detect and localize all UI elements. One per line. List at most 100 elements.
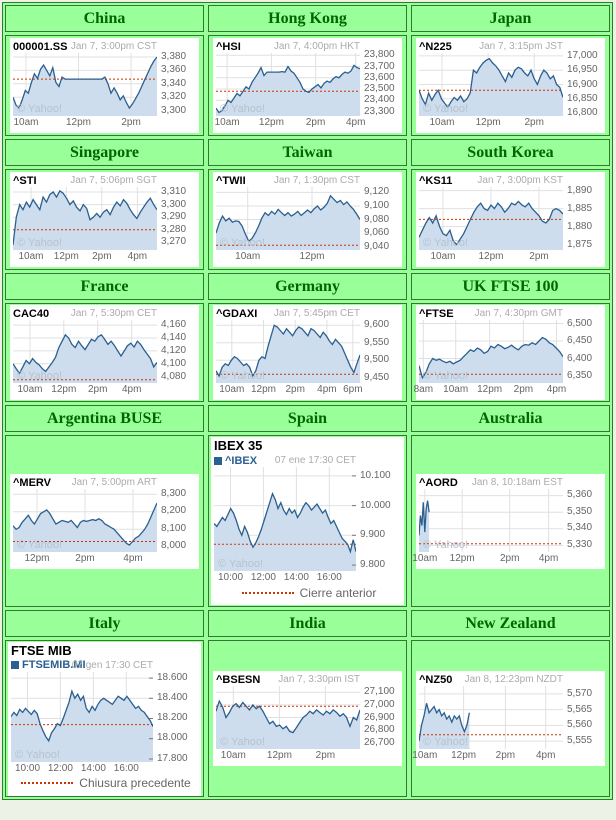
chart-widget[interactable]: ^KS11 Jan 7, 3:00pm KST © Yahoo! 1,890 1,885… (416, 172, 605, 267)
chart-widget[interactable]: ^AORD Jan 8, 10:18am EST © Yahoo! 5,360 5,35… (412, 473, 605, 569)
y-axis-label: 1,880 (567, 220, 593, 232)
x-axis-label: 12pm (266, 750, 292, 761)
plot-area: © Yahoo! (419, 187, 563, 250)
yahoo-watermark: © Yahoo! (218, 558, 264, 570)
x-axis-label: 8am (413, 384, 434, 395)
chart-widget-header: ^KS11 Jan 7, 3:00pm KST (419, 174, 605, 187)
plot-area: © Yahoo! (13, 53, 157, 116)
y-axis: 18.600 18.400 18.200 18.000 17.800 (153, 672, 199, 763)
x-axis: 10am 12pm 2pm 4pm (13, 383, 157, 397)
plot-area: © Yahoo! (419, 53, 563, 116)
y-axis: 4,160 4,140 4,120 4,100 4,080 (157, 320, 197, 383)
yahoo-watermark: © Yahoo! (423, 736, 469, 748)
prev-close-line-icon (21, 782, 74, 784)
plot-area: © Yahoo! (216, 320, 360, 383)
y-axis-label: 27,000 (364, 698, 395, 710)
y-axis: 17,000 16,950 16,900 16,850 16,800 (563, 49, 603, 117)
x-axis: 10am 12pm 2pm 4pm (215, 116, 366, 130)
x-axis: 10am 12pm 2pm (13, 116, 157, 130)
country-header-south-korea: South Korea (411, 139, 610, 166)
x-axis: 10am 12pm 2pm 4pm 6pm (216, 383, 362, 397)
x-axis-label: 12pm (65, 117, 92, 128)
x-axis-label: 14:00 (80, 762, 106, 774)
x-axis-label: 10am (13, 117, 39, 128)
y-axis-label: 9,060 (364, 227, 390, 239)
area-fill (11, 690, 153, 762)
x-axis-label: 4pm (535, 750, 556, 761)
price-line (216, 324, 360, 378)
price-line (216, 699, 360, 734)
y-axis: 10.100 10.000 9.900 9.800 (356, 467, 402, 571)
y-axis-label: 4,160 (161, 319, 187, 331)
x-axis-label: 16:00 (316, 572, 342, 583)
x-axis-label: 2pm (529, 251, 549, 262)
symbol-label: ^NZ50 (419, 674, 453, 686)
country-header-new-zealand: New Zealand (411, 610, 610, 637)
country-header-japan: Japan (411, 5, 610, 32)
chart-widget[interactable]: ^FTSE Jan 7, 4:30pm GMT © Yahoo! 6,500 6,450… (413, 305, 605, 400)
chart-widget[interactable]: ^NZ50 Jan 8, 12:23pm NZDT © Yahoo! 5,570 5,5… (412, 671, 605, 766)
chart-widget[interactable]: ^MERV Jan 7, 5:00pm ART © Yahoo! 8,300 8,200… (10, 473, 199, 569)
price-chart (13, 320, 157, 383)
country-name: South Korea (467, 143, 554, 161)
country-name: China (83, 9, 126, 27)
chart-widget[interactable]: ^GDAXI Jan 7, 5:45pm CET © Yahoo! 9,600 9,55… (213, 305, 402, 400)
y-axis-label: 23,700 (364, 60, 395, 72)
y-axis-label: 9,550 (364, 336, 390, 348)
chart-widget[interactable]: FTSE MIB FTSEMIB.MI 07 gen 17:30 CET © Yaho… (8, 641, 201, 796)
country-header-spain: Spain (208, 405, 407, 432)
y-axis-label: 17,000 (567, 49, 598, 61)
price-chart (216, 686, 360, 749)
datetime-label: Jan 7, 4:30pm GMT (474, 308, 563, 319)
y-axis-label: 16,900 (567, 78, 598, 90)
x-axis: 10am 12pm 2pm (216, 749, 360, 763)
price-chart (419, 53, 563, 116)
chart-widget[interactable]: ^HSI Jan 7, 4:00pm HKT © Yahoo! 23,800 23,70… (213, 38, 402, 133)
yahoo-watermark: © Yahoo! (17, 103, 63, 115)
plot-area: © Yahoo! (13, 320, 157, 383)
x-axis-label: 10am (412, 750, 438, 761)
chart-widget[interactable]: ^BSESN Jan 7, 3:30pm IST © Yahoo! 27,100 27,… (213, 671, 402, 766)
x-axis: 10am 12pm 2pm 4pm (13, 250, 157, 264)
symbol-label: 000001.SS (13, 41, 68, 53)
x-axis-label: 10:00 (217, 572, 244, 583)
plot-area: © Yahoo! (11, 671, 153, 762)
chart-widget[interactable]: ^N225 Jan 7, 3:15pm JST © Yahoo! 17,000 16,9… (416, 38, 605, 133)
y-axis-label: 4,080 (161, 370, 187, 382)
price-chart (214, 467, 356, 571)
x-axis-label: 10am (443, 384, 469, 395)
chart-widget[interactable]: CAC40 Jan 7, 5:30pm CET © Yahoo! 4,160 4,140… (10, 305, 199, 400)
y-axis-label: 3,380 (161, 51, 187, 62)
chart-widget[interactable]: ^TWII Jan 7, 1:30pm CST © Yahoo! 9,120 9,100… (213, 172, 402, 267)
y-axis-label: 1,885 (567, 202, 593, 214)
y-axis-label: 9,600 (364, 319, 390, 331)
chart-widget[interactable]: 000001.SS Jan 7, 3:00pm CST © Yahoo! 3,380 3… (10, 38, 199, 133)
chart-cell-000001ss: 000001.SS Jan 7, 3:00pm CST © Yahoo! 3,380 3… (5, 35, 204, 136)
area-fill (13, 57, 157, 116)
chart-widget-header: ^AORD Jan 8, 10:18am EST (419, 476, 605, 489)
country-name: Germany (275, 277, 340, 295)
x-axis-label: 10am (430, 251, 456, 262)
chart-widget[interactable]: ^STI Jan 7, 5:06pm SGT © Yahoo! 3,310 3,300 3… (10, 172, 199, 267)
legend-symbol-label: FTSEMIB.MI (22, 659, 86, 671)
datetime-label: Jan 7, 3:00pm KST (477, 175, 563, 186)
chart-cell-ibex: IBEX 35 ^IBEX 07 ene 17:30 CET © Yahoo! 10.1… (208, 435, 407, 607)
chart-widget[interactable]: IBEX 35 ^IBEX 07 ene 17:30 CET © Yahoo! 10.1… (211, 437, 404, 605)
datetime-label: Jan 7, 5:06pm SGT (70, 175, 157, 186)
country-header-france: France (5, 273, 204, 300)
y-axis-label: 18.200 (157, 712, 188, 723)
yahoo-watermark: © Yahoo! (15, 748, 61, 761)
chart-cell-hsi: ^HSI Jan 7, 4:00pm HKT © Yahoo! 23,800 23,70… (208, 35, 407, 136)
plot-area: © Yahoo! (214, 467, 356, 571)
y-axis-label: 23,300 (364, 105, 395, 117)
price-chart (13, 53, 157, 116)
x-axis-label: 12pm (51, 384, 77, 395)
y-axis-label: 9,040 (364, 240, 390, 252)
plot-area: © Yahoo! (419, 488, 563, 552)
y-axis: 27,100 27,000 26,900 26,800 26,700 (360, 686, 400, 749)
x-axis-label: 10am (412, 552, 438, 564)
x-axis-label: 4pm (127, 251, 148, 262)
x-axis-label: 2pm (285, 384, 305, 395)
area-fill (13, 334, 157, 383)
plot-area: © Yahoo! (216, 187, 360, 250)
